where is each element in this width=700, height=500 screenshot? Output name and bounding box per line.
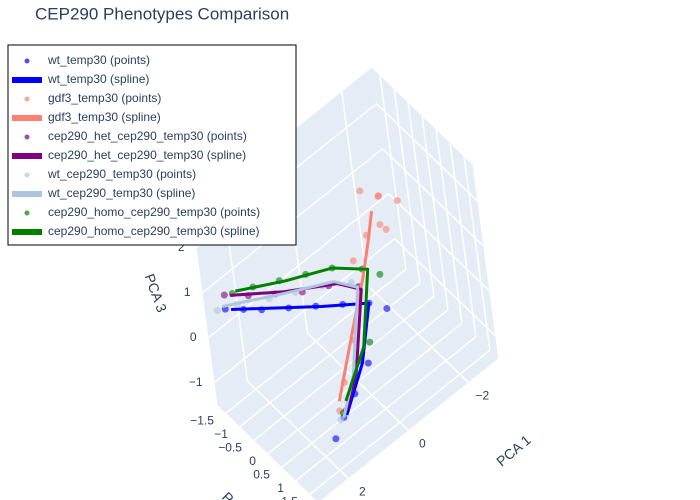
point [213, 307, 221, 315]
legend-item[interactable]: wt_cep290_temp30 (spline) [12, 186, 195, 200]
grid-line [449, 143, 477, 337]
y-tick-label: 0 [249, 454, 256, 468]
legend-label: gdf3_temp30 (points) [48, 91, 161, 105]
point [337, 416, 345, 424]
point [349, 257, 357, 265]
legend-box [7, 44, 297, 246]
grid-line [340, 91, 369, 286]
legend-swatch [12, 77, 42, 83]
legend-item[interactable]: cep290_het_cep290_temp30 (spline) [12, 148, 246, 162]
point [382, 225, 390, 233]
y-tick-label: −0.5 [218, 440, 242, 454]
legend-label: wt_temp30 (points) [47, 53, 150, 67]
legend-item[interactable]: cep290_homo_cep290_temp30 (spline) [12, 224, 259, 238]
y-tick-label: 0.5 [253, 467, 270, 481]
point [376, 270, 384, 278]
legend-swatch [24, 172, 30, 178]
grid-line [393, 89, 421, 283]
legend-item[interactable]: gdf3_temp30 (spline) [12, 110, 161, 124]
y-axis-title: PCA 2 [219, 489, 259, 500]
legend-label: wt_cep290_temp30 (points) [47, 167, 196, 181]
legend-label: cep290_homo_cep290_temp30 (points) [48, 205, 260, 219]
y-tick-label: −1 [214, 427, 228, 441]
z-tick-label: 0 [190, 330, 197, 344]
grid-line [407, 102, 435, 297]
point [374, 192, 382, 200]
spline [231, 301, 371, 416]
grid-line [393, 238, 496, 337]
grid-line [387, 193, 490, 292]
point [383, 305, 391, 313]
y-tick-label: −1.5 [190, 413, 214, 427]
grid-line [421, 116, 449, 310]
legend-label: gdf3_temp30 (spline) [48, 110, 161, 124]
legend: wt_temp30 (points) wt_temp30 (spline) gdf3… [7, 44, 297, 246]
legend-label: cep290_het_cep290_temp30 (points) [48, 129, 247, 143]
x-tick-label: 2 [359, 485, 366, 499]
legend-swatch [12, 229, 42, 235]
legend-swatch [24, 210, 30, 216]
grid-line [379, 75, 407, 270]
y-tick-label: 1 [277, 481, 284, 495]
grid-line [225, 268, 407, 414]
legend-label: cep290_het_cep290_temp30 (spline) [48, 148, 246, 162]
z-tick-label: −1 [189, 375, 203, 389]
legend-item[interactable]: gdf3_temp30 (points) [24, 91, 162, 105]
grid-line [309, 349, 491, 495]
legend-swatch [24, 134, 30, 140]
legend-item[interactable]: wt_cep290_temp30 (points) [24, 167, 197, 181]
legend-label: wt_cep290_temp30 (spline) [47, 186, 195, 200]
grid-line [253, 295, 435, 441]
legend-swatch [24, 96, 30, 102]
legend-item[interactable]: cep290_het_cep290_temp30 (points) [24, 129, 247, 143]
x-tick-label: −2 [475, 389, 489, 403]
legend-swatch [24, 58, 30, 64]
point [364, 359, 372, 367]
grid-line [375, 103, 478, 202]
legend-swatch [12, 191, 42, 197]
point [356, 187, 364, 195]
grid-line [281, 322, 463, 468]
legend-item[interactable]: wt_temp30 (spline) [12, 72, 149, 86]
legend-swatch [12, 153, 42, 159]
legend-item[interactable]: wt_temp30 (points) [24, 53, 151, 67]
legend-label: cep290_homo_cep290_temp30 (spline) [48, 224, 259, 238]
point [366, 338, 374, 346]
grid-line [463, 156, 491, 351]
point [393, 197, 401, 205]
z-tick-label: 2 [178, 240, 185, 254]
grid-line [208, 193, 389, 339]
legend-item[interactable]: cep290_homo_cep290_temp30 (points) [24, 205, 261, 219]
point [332, 435, 340, 443]
y-tick-label: 1.5 [281, 494, 298, 500]
grid-line [435, 129, 463, 324]
chart-title: CEP290 Phenotypes Comparison [35, 4, 289, 23]
legend-label: wt_temp30 (spline) [47, 72, 149, 86]
legend-swatch [12, 115, 42, 121]
grid-line [295, 336, 477, 482]
point [220, 291, 228, 299]
spline [234, 266, 370, 402]
z-axis-title: PCA 3 [142, 272, 171, 315]
grid-line [381, 148, 484, 247]
point [376, 221, 384, 229]
x-tick-label: 0 [419, 437, 426, 451]
x-axis-title: PCA 1 [493, 432, 534, 470]
z-tick-label: 1 [184, 285, 191, 299]
